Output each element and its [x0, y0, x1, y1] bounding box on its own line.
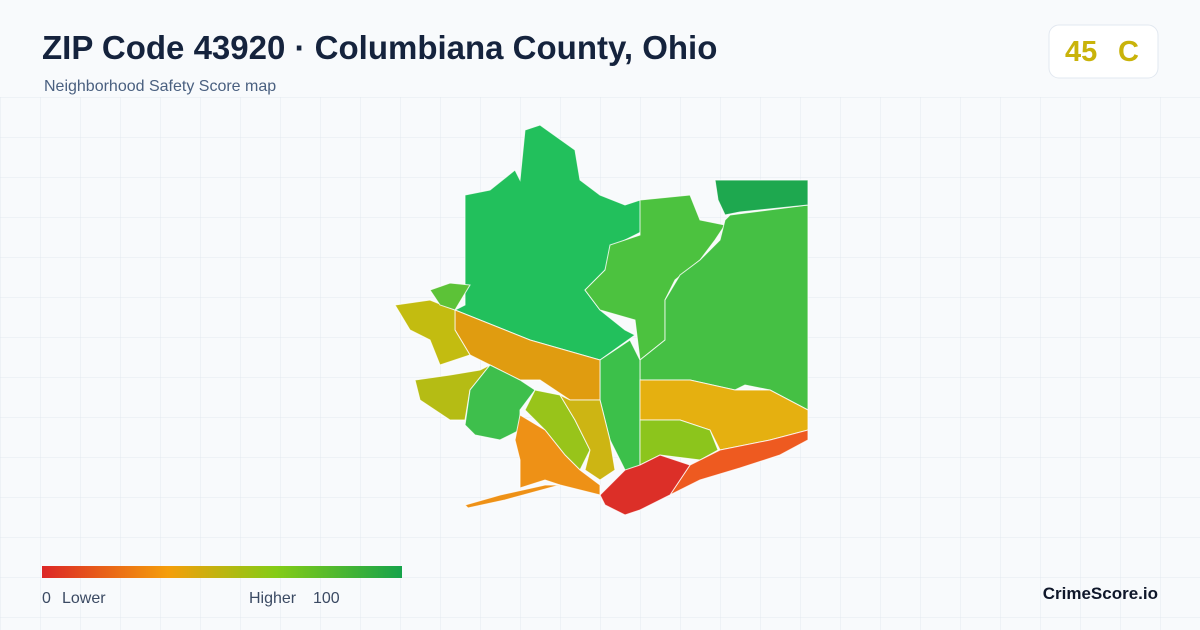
- brand: CrimeScore.io: [1043, 584, 1158, 603]
- region: [714, 179, 809, 216]
- legend: 0 Lower Higher 100: [42, 566, 402, 607]
- score-badge: 45 C: [1048, 24, 1159, 79]
- title: ZIP Code 43920 · Columbiana County, Ohio: [42, 29, 717, 66]
- region: [429, 282, 471, 311]
- legend-max-label: Higher: [249, 590, 297, 607]
- legend-gradient: [42, 566, 402, 578]
- map: [394, 124, 809, 516]
- legend-min-label: Lower: [62, 590, 106, 607]
- region: [464, 364, 536, 441]
- legend-max: 100: [313, 590, 340, 607]
- legend-min: 0: [42, 590, 51, 607]
- region: [668, 429, 809, 497]
- region: [464, 484, 561, 509]
- subtitle: Neighborhood Safety Score map: [44, 78, 276, 95]
- region: [514, 414, 601, 496]
- grade: C: [1118, 36, 1139, 68]
- badge-box: [1048, 24, 1159, 79]
- score: 45: [1065, 36, 1097, 68]
- region: [558, 393, 616, 481]
- region: [599, 454, 691, 516]
